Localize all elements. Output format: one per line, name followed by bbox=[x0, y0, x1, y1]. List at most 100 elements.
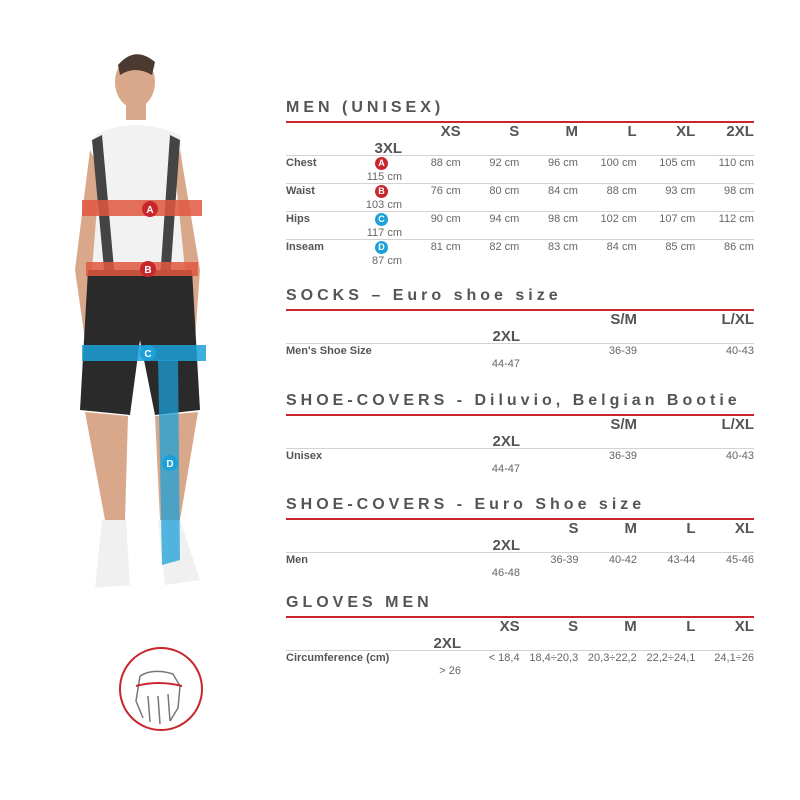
divider bbox=[286, 518, 754, 520]
gloves-size-table: GLOVES MEN XS S M L XL 2XL Circumference (cm) <… bbox=[286, 593, 754, 678]
size-value: 84 cm bbox=[606, 241, 637, 253]
table-row: Unisex 36-39 40-43 44-47 bbox=[286, 449, 754, 476]
figure-label-a: A bbox=[146, 205, 153, 216]
size-header: M bbox=[624, 618, 637, 635]
size-value: 18,4÷20,3 bbox=[529, 651, 579, 664]
size-header: 2XL bbox=[492, 433, 520, 450]
size-value: 112 cm bbox=[718, 213, 754, 225]
size-header: XS bbox=[440, 123, 461, 140]
row-label: Men's Shoe Size bbox=[286, 345, 520, 357]
cyclist-model-measurement-figure: A B C D bbox=[75, 54, 206, 588]
table-row: Circumference (cm) < 18,4 18,4÷20,3 20,3÷22… bbox=[286, 651, 754, 678]
table-row: Men 36-39 40-42 43-44 45-46 46-48 bbox=[286, 553, 754, 580]
size-value: 92 cm bbox=[489, 157, 520, 169]
header-row: XS S M L XL 2XL bbox=[286, 618, 754, 652]
size-value: 87 cm bbox=[372, 254, 402, 267]
divider bbox=[286, 309, 754, 311]
header-row: S/M L/XL 2XL bbox=[286, 416, 755, 450]
header-row: XS S M L XL 2XL 3XL bbox=[286, 123, 754, 157]
size-value: 93 cm bbox=[665, 185, 696, 197]
size-header: 3XL bbox=[374, 140, 402, 157]
size-value: 98 cm bbox=[548, 213, 578, 225]
size-header: S bbox=[568, 520, 579, 537]
size-value: 40-42 bbox=[608, 553, 637, 566]
size-value: 44-47 bbox=[491, 358, 520, 371]
shoecovers-size-table: SHOE-COVERS - Diluvio, Belgian Bootie S/… bbox=[286, 391, 754, 476]
table-row: Men's Shoe Size 36-39 40-43 44-47 bbox=[286, 344, 754, 371]
size-value: 22,2÷24,1 bbox=[646, 651, 696, 664]
row-label-text: Inseam bbox=[286, 241, 324, 253]
size-value: 86 cm bbox=[723, 241, 754, 253]
size-value: 80 cm bbox=[489, 185, 520, 197]
size-value: 102 cm bbox=[600, 213, 637, 225]
size-value: 85 cm bbox=[665, 241, 696, 253]
size-value: 36-39 bbox=[608, 344, 637, 357]
table-row: Chest A 88 cm 92 cm 96 cm 100 cm 105 cm 110 cm 1… bbox=[286, 156, 754, 184]
size-header: S bbox=[568, 618, 579, 635]
size-value: 117 cm bbox=[366, 226, 402, 239]
size-value: 90 cm bbox=[430, 213, 461, 225]
size-value: 40-43 bbox=[725, 449, 754, 462]
row-label: Men bbox=[286, 554, 520, 566]
header-row: S/M L/XL 2XL bbox=[286, 311, 754, 345]
row-label: Hips C bbox=[286, 212, 402, 226]
row-label-text: Chest bbox=[286, 157, 317, 169]
size-value: 43-44 bbox=[667, 553, 696, 566]
figure-label-c: C bbox=[144, 349, 151, 360]
divider bbox=[286, 616, 754, 618]
section-title: SHOE-COVERS - Diluvio, Belgian Bootie bbox=[286, 392, 741, 409]
socks-size-table: SOCKS – Euro shoe size S/M L/XL 2XL Men's S… bbox=[286, 286, 754, 371]
size-value: 36-39 bbox=[550, 553, 579, 566]
size-value: 115 cm bbox=[366, 170, 402, 183]
row-label-text: Men's Shoe Size bbox=[286, 344, 372, 357]
table-row: Hips C 90 cm 94 cm 98 cm 102 cm 107 cm 112 cm 11… bbox=[286, 212, 754, 240]
size-value: 83 cm bbox=[548, 241, 578, 253]
row-label: Chest A bbox=[286, 156, 402, 170]
size-value: 110 cm bbox=[718, 157, 754, 169]
size-value: 45-46 bbox=[725, 553, 754, 566]
size-value: 94 cm bbox=[489, 213, 520, 225]
size-header: XS bbox=[499, 618, 520, 635]
size-value: 36-39 bbox=[608, 449, 637, 462]
measurement-badge: D bbox=[375, 240, 388, 254]
row-label-text: Waist bbox=[286, 185, 315, 197]
size-header: L bbox=[686, 618, 696, 635]
size-header: 2XL bbox=[726, 123, 754, 140]
measurement-badge: B bbox=[375, 184, 388, 198]
size-header: L/XL bbox=[721, 416, 755, 433]
figure-label-d: D bbox=[166, 459, 173, 470]
euro-shoecovers-size-table: SHOE-COVERS - Euro Shoe size S M L XL 2XL Men… bbox=[286, 495, 754, 580]
divider bbox=[286, 121, 754, 123]
row-label: Unisex bbox=[286, 450, 520, 462]
size-header: 2XL bbox=[492, 537, 520, 554]
size-value: 84 cm bbox=[548, 185, 578, 197]
size-value: 98 cm bbox=[723, 185, 754, 197]
header-row: S M L XL 2XL bbox=[286, 520, 754, 554]
size-header: 2XL bbox=[492, 328, 520, 345]
size-value: 103 cm bbox=[365, 198, 402, 211]
measurement-badge: A bbox=[375, 156, 388, 170]
row-label: Circumference (cm) bbox=[286, 652, 461, 664]
figure-label-b: B bbox=[144, 265, 151, 276]
size-value: 107 cm bbox=[659, 213, 696, 225]
size-value: 76 cm bbox=[430, 185, 461, 197]
size-value: 88 cm bbox=[606, 185, 637, 197]
size-value: < 18,4 bbox=[488, 651, 520, 664]
size-header: L bbox=[686, 520, 696, 537]
size-value: 40-43 bbox=[725, 344, 754, 357]
size-header: M bbox=[565, 123, 578, 140]
size-header: XL bbox=[734, 618, 754, 635]
row-label-text: Circumference (cm) bbox=[286, 651, 390, 664]
size-header: M bbox=[624, 520, 638, 537]
size-header: XL bbox=[734, 520, 754, 537]
size-value: 105 cm bbox=[659, 157, 696, 169]
size-value: 20,3÷22,2 bbox=[587, 651, 637, 664]
row-label-text: Hips bbox=[286, 213, 310, 225]
section-title: SHOE-COVERS - Euro Shoe size bbox=[286, 496, 646, 513]
size-value: 81 cm bbox=[430, 241, 461, 253]
hand-circumference-icon bbox=[119, 647, 203, 731]
row-label: Inseam D bbox=[286, 240, 402, 254]
size-header: L bbox=[627, 123, 637, 140]
men-size-table: MEN (UNISEX) XS S M L XL 2XL 3XL Chest A 88 cm 92 … bbox=[286, 98, 754, 267]
section-title: SOCKS – Euro shoe size bbox=[286, 287, 562, 304]
